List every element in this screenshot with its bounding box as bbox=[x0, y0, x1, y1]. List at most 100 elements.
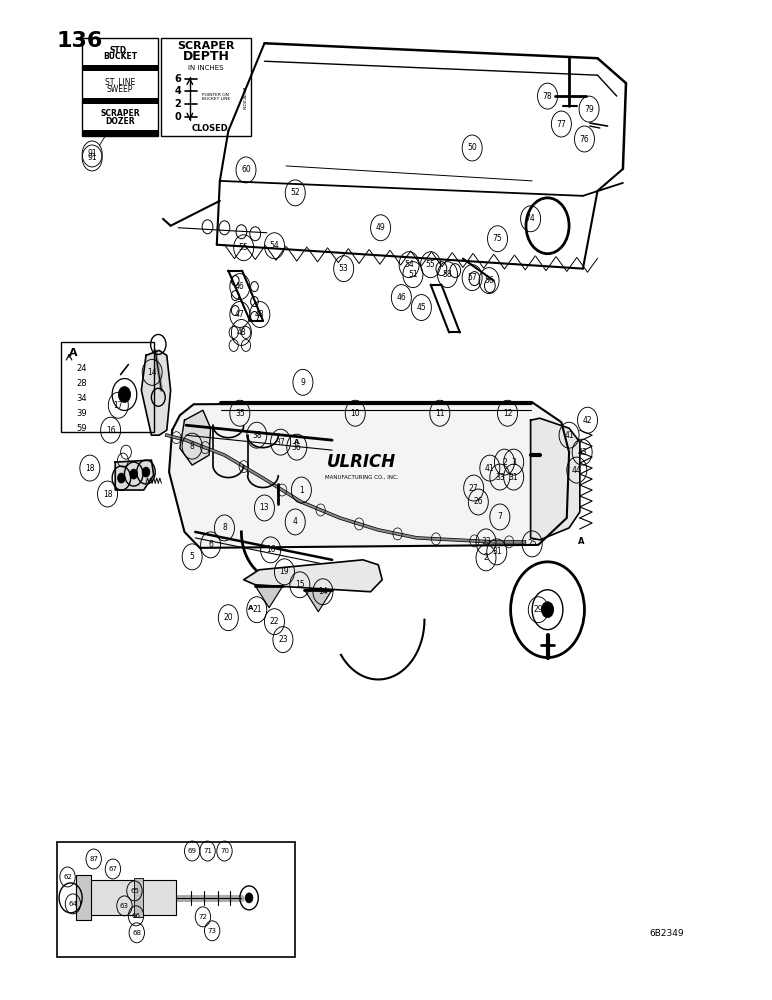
Text: SCRAPER: SCRAPER bbox=[100, 109, 140, 118]
Text: 73: 73 bbox=[208, 928, 217, 934]
Text: 23: 23 bbox=[278, 635, 288, 644]
Text: 5: 5 bbox=[190, 552, 195, 561]
Text: A: A bbox=[293, 439, 299, 445]
Text: 91: 91 bbox=[87, 149, 97, 158]
Text: POINTER ON
BUCKET LINK: POINTER ON BUCKET LINK bbox=[202, 93, 230, 101]
Text: 1: 1 bbox=[299, 486, 303, 495]
Circle shape bbox=[245, 893, 253, 903]
Text: 71: 71 bbox=[203, 848, 212, 854]
Text: 31: 31 bbox=[492, 547, 502, 556]
Text: 2: 2 bbox=[483, 553, 489, 562]
Text: 22: 22 bbox=[269, 617, 279, 626]
Text: 14: 14 bbox=[318, 587, 328, 596]
Text: 87: 87 bbox=[90, 856, 98, 862]
Bar bbox=[161, 38, 252, 136]
Text: 56: 56 bbox=[484, 276, 494, 285]
Text: IN INCHES: IN INCHES bbox=[188, 65, 224, 71]
Polygon shape bbox=[256, 586, 283, 608]
Text: 6: 6 bbox=[208, 540, 213, 549]
Text: 50: 50 bbox=[467, 143, 477, 152]
Text: 16: 16 bbox=[266, 545, 276, 554]
Text: 57: 57 bbox=[467, 273, 477, 282]
Bar bbox=[76, 880, 176, 915]
Text: 62: 62 bbox=[63, 874, 72, 880]
Text: 6B2349: 6B2349 bbox=[649, 929, 684, 938]
Bar bbox=[82, 65, 157, 71]
Bar bbox=[62, 342, 154, 432]
Text: 59: 59 bbox=[76, 424, 87, 433]
Polygon shape bbox=[169, 402, 569, 548]
Text: 16: 16 bbox=[106, 426, 116, 435]
Text: 4: 4 bbox=[293, 517, 298, 526]
Text: 78: 78 bbox=[543, 92, 552, 101]
Text: 68: 68 bbox=[132, 930, 141, 936]
Text: 45: 45 bbox=[417, 303, 426, 312]
Text: 66: 66 bbox=[131, 913, 141, 919]
Text: 10: 10 bbox=[350, 409, 360, 418]
Text: MANUFACTURING CO., INC.: MANUFACTURING CO., INC. bbox=[325, 475, 398, 480]
Text: 53: 53 bbox=[339, 264, 349, 273]
Text: 63: 63 bbox=[120, 903, 129, 909]
Text: 18: 18 bbox=[103, 490, 112, 499]
Text: 49: 49 bbox=[376, 223, 385, 232]
Text: 51: 51 bbox=[408, 270, 418, 279]
Text: 48: 48 bbox=[255, 310, 265, 319]
Text: 47: 47 bbox=[235, 310, 245, 319]
Text: 25: 25 bbox=[527, 539, 537, 548]
Text: 72: 72 bbox=[198, 914, 208, 920]
Text: A: A bbox=[248, 605, 253, 611]
Text: 2: 2 bbox=[502, 458, 507, 467]
Text: 14: 14 bbox=[147, 368, 157, 377]
Text: 7: 7 bbox=[497, 512, 503, 521]
Text: 29: 29 bbox=[533, 605, 543, 614]
Text: 9: 9 bbox=[300, 378, 306, 387]
Text: 77: 77 bbox=[557, 120, 566, 129]
Text: 41: 41 bbox=[485, 464, 495, 473]
Text: DEPTH: DEPTH bbox=[182, 50, 229, 63]
Text: 65: 65 bbox=[130, 888, 139, 894]
Text: 75: 75 bbox=[493, 234, 503, 243]
Bar bbox=[82, 130, 157, 136]
Text: 20: 20 bbox=[224, 613, 233, 622]
Text: 38: 38 bbox=[252, 431, 262, 440]
Text: 69: 69 bbox=[188, 848, 197, 854]
Text: 15: 15 bbox=[295, 580, 305, 589]
Text: DOZER: DOZER bbox=[105, 117, 134, 126]
Text: 54: 54 bbox=[269, 241, 279, 250]
Text: 26: 26 bbox=[473, 497, 483, 506]
Text: 19: 19 bbox=[279, 567, 290, 576]
Text: 17: 17 bbox=[113, 401, 123, 410]
Text: BUCKET: BUCKET bbox=[103, 52, 137, 61]
Text: 8: 8 bbox=[190, 442, 195, 451]
Text: ULRICH: ULRICH bbox=[327, 453, 396, 471]
Text: SWEEP: SWEEP bbox=[107, 85, 133, 94]
Text: CLOSED: CLOSED bbox=[191, 124, 229, 133]
Text: 4: 4 bbox=[174, 86, 181, 96]
Text: STD.: STD. bbox=[110, 46, 130, 55]
Text: 11: 11 bbox=[435, 409, 445, 418]
Text: ST. LINE: ST. LINE bbox=[105, 78, 135, 87]
Bar bbox=[134, 878, 143, 917]
Text: 36: 36 bbox=[292, 443, 302, 452]
Text: 136: 136 bbox=[57, 31, 103, 51]
Bar bbox=[82, 98, 157, 104]
Text: 6: 6 bbox=[174, 74, 181, 84]
Polygon shape bbox=[180, 410, 211, 465]
Text: 64: 64 bbox=[69, 901, 77, 907]
Text: A: A bbox=[578, 537, 585, 546]
Text: 79: 79 bbox=[584, 105, 594, 114]
Text: 67: 67 bbox=[108, 866, 117, 872]
Circle shape bbox=[117, 473, 125, 483]
Text: 12: 12 bbox=[503, 409, 513, 418]
Text: 18: 18 bbox=[85, 464, 95, 473]
Text: 8: 8 bbox=[222, 523, 227, 532]
Circle shape bbox=[130, 469, 137, 479]
Text: 35: 35 bbox=[235, 409, 245, 418]
Polygon shape bbox=[115, 460, 154, 490]
Text: 13: 13 bbox=[259, 503, 269, 512]
Text: 55: 55 bbox=[425, 260, 435, 269]
Text: A: A bbox=[69, 348, 78, 358]
Circle shape bbox=[142, 467, 150, 477]
Text: 52: 52 bbox=[290, 188, 300, 197]
Polygon shape bbox=[530, 418, 580, 540]
